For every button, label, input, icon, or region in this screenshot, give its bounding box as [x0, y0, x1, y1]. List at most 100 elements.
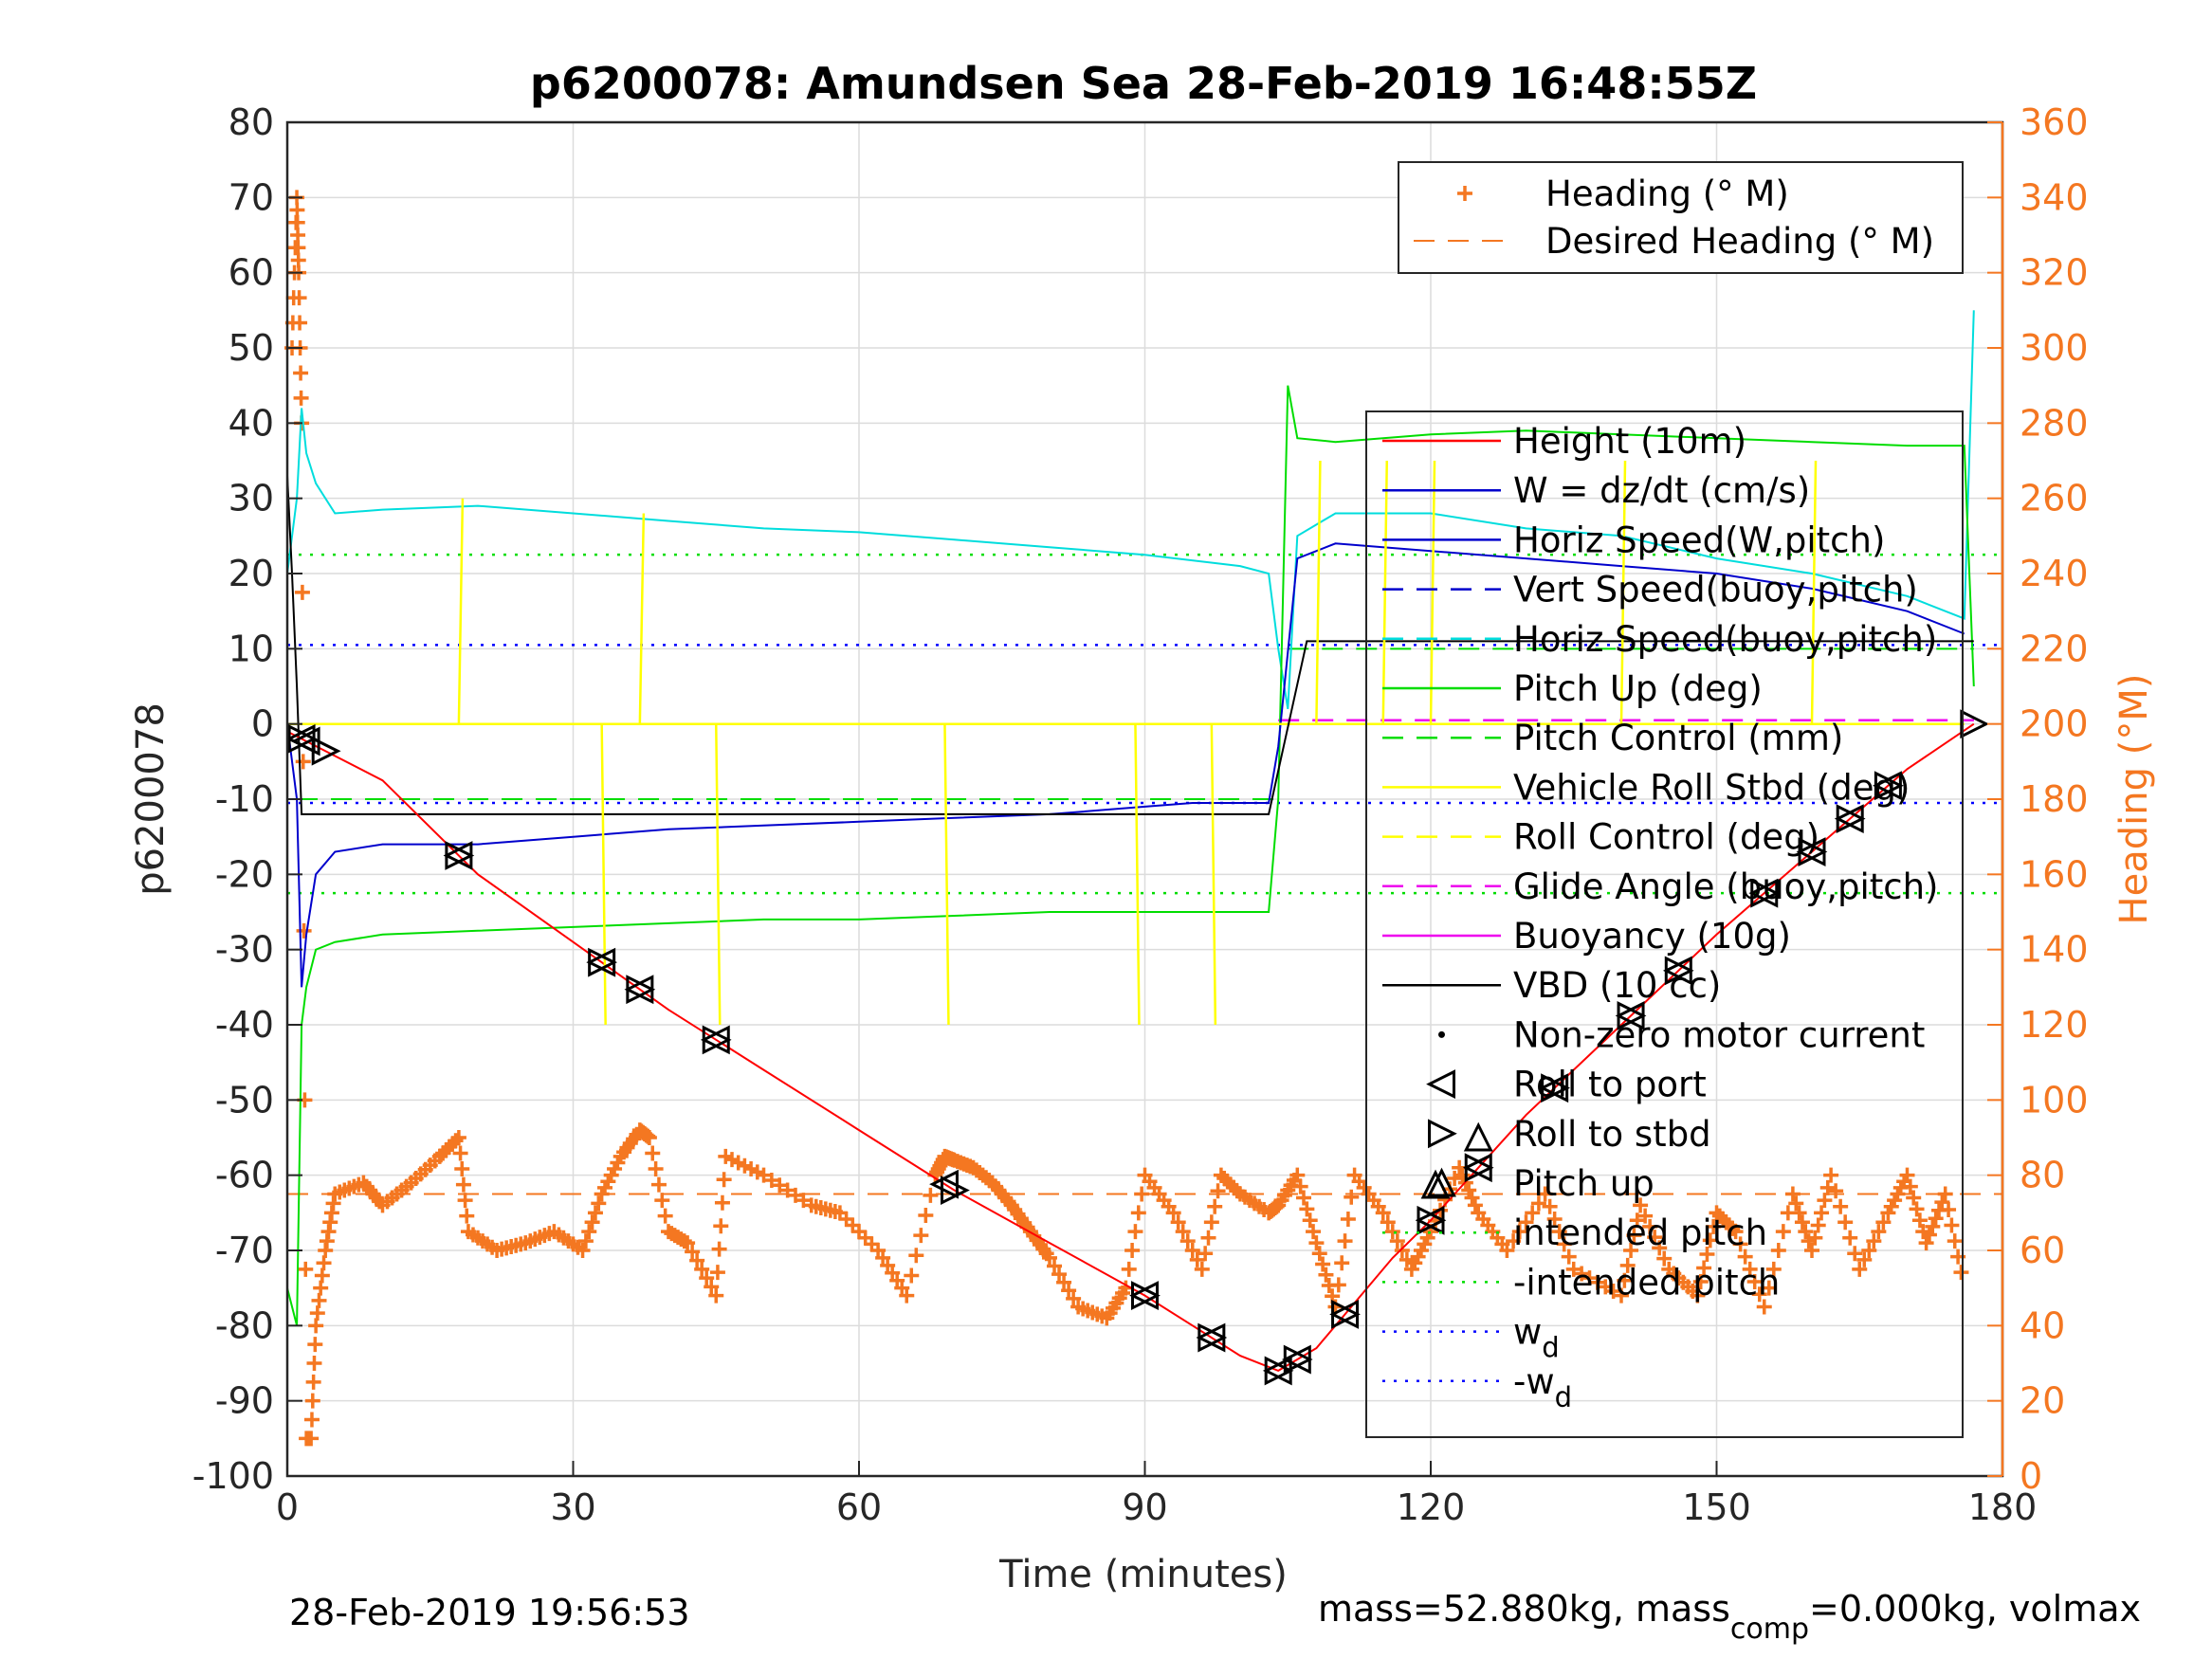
x-axis-label: Time (minutes)	[998, 1553, 1288, 1596]
legend-label-6: Pitch Control (mm)	[1513, 718, 1843, 758]
roll-spike-3	[715, 723, 722, 1026]
roll-to-stbd-marker-3	[588, 947, 618, 977]
roll-spike-10	[1619, 460, 1627, 724]
roll-to-stbd-marker-21	[1960, 709, 1990, 739]
heading-legend-label-1: Desired Heading (° M)	[1545, 221, 1934, 262]
legend-label-5: Pitch Up (deg)	[1513, 668, 1763, 709]
legend-label-2: Horiz Speed(W,pitch)	[1513, 520, 1885, 560]
roll-to-stbd-marker-17	[1750, 878, 1781, 908]
roll-spike-7	[1315, 460, 1322, 724]
horiz-speed-line	[286, 310, 1975, 709]
legend-label-18: wd	[1513, 1312, 1560, 1364]
y-tick-right-label-8: 200	[2020, 703, 2089, 745]
pitch-up-marker-1	[1463, 1121, 1493, 1152]
vbd-line	[286, 475, 1974, 815]
roll-spike-0	[457, 498, 465, 724]
roll-spike-11	[1810, 460, 1818, 724]
heading-legend-box	[1398, 161, 1964, 274]
x-tick-label-1: 30	[550, 1486, 595, 1528]
footer-timestamp: 28-Feb-2019 19:56:53	[289, 1592, 690, 1633]
y-tick-right-label-18: 0	[2020, 1455, 2042, 1497]
main-legend: Height (10m) W = dz/dt (cm/s) Horiz Speed(…	[1365, 410, 1964, 1438]
y-tick-label-11: -30	[215, 929, 274, 971]
y-tick-right-label-1: 340	[2020, 176, 2089, 218]
legend-label-9: Glide Angle (buoy,pitch)	[1513, 866, 1938, 907]
roll-to-stbd-marker-10	[1283, 1344, 1313, 1375]
markers-layer	[285, 709, 1990, 1386]
y-tick-label-14: -60	[215, 1155, 274, 1196]
footer-mass-2: =0.000kg, volmax	[1809, 1588, 2141, 1630]
y-tick-label-0: 80	[229, 101, 274, 143]
y-tick-right-label-4: 280	[2020, 402, 2089, 444]
y-tick-right-label-2: 320	[2020, 252, 2089, 294]
y-tick-right-label-16: 40	[2020, 1304, 2065, 1346]
legend-symbol-14	[1428, 1119, 1457, 1149]
roll-spike-5	[1134, 723, 1141, 1026]
roll-spike-2	[600, 723, 607, 1026]
y-tick-right-label-3: 300	[2020, 327, 2089, 369]
roll-to-stbd-marker-1	[311, 736, 341, 766]
legend-label-4: Horiz Speed(buoy,pitch)	[1513, 619, 1937, 660]
heading-legend: Heading (° M) Desired Heading (° M)	[1398, 161, 1964, 274]
roll-spike-8	[1381, 460, 1389, 724]
y-tick-label-8: 0	[251, 703, 274, 745]
y-tick-label-4: 40	[229, 402, 274, 444]
roll-to-stbd-marker-2	[445, 841, 475, 870]
legend-label-0: Height (10m)	[1513, 421, 1746, 462]
roll-to-stbd-marker-8	[1197, 1322, 1228, 1353]
x-tick-label-3: 90	[1122, 1486, 1167, 1528]
w-line	[286, 542, 1965, 988]
roll-to-stbd-marker-11	[1331, 1300, 1361, 1329]
roll-to-stbd-marker-13	[1464, 1153, 1494, 1183]
roll-spike-1	[638, 513, 646, 724]
y-tick-right-label-10: 160	[2020, 853, 2089, 895]
y-tick-label-15: -70	[215, 1230, 274, 1271]
legend-label-13: Roll to port	[1513, 1065, 1707, 1105]
y-tick-label-10: -20	[215, 853, 274, 895]
legend-subscript-19: d	[1555, 1381, 1572, 1413]
legend-label-11: VBD (10 cc)	[1513, 965, 1721, 1006]
y-tick-right-label-17: 20	[2020, 1380, 2065, 1422]
roll-spike-9	[1429, 460, 1436, 724]
y-tick-right-label-5: 260	[2020, 478, 2089, 520]
y-tick-right-label-14: 80	[2020, 1155, 2065, 1196]
legend-label-12: Non-zero motor current	[1513, 1014, 1925, 1055]
y-tick-label-12: -40	[215, 1004, 274, 1046]
legend-label-16: intended pitch	[1513, 1212, 1767, 1253]
x-tick-label-6: 180	[1968, 1486, 2038, 1528]
y-tick-right-label-12: 120	[2020, 1004, 2089, 1046]
x-tick-label-2: 60	[836, 1486, 882, 1528]
footer-mass: mass=52.880kg, masscomp=0.000kg, volmax	[1318, 1588, 2141, 1646]
reference-lines	[287, 553, 2002, 1195]
y-tick-label-1: 70	[229, 176, 274, 218]
x-tick-label-4: 120	[1397, 1486, 1466, 1528]
roll-to-stbd-marker-16	[1664, 956, 1694, 986]
roll-spike-4	[943, 723, 950, 1026]
y-tick-label-2: 60	[229, 252, 274, 294]
y-axis-label-right: Heading (°M)	[2112, 674, 2156, 925]
legend-label-1: W = dz/dt (cm/s)	[1513, 470, 1810, 511]
y-tick-label-16: -80	[215, 1304, 274, 1346]
legend-label-10: Buoyancy (10g)	[1513, 916, 1791, 957]
footer-mass-sub: comp	[1730, 1613, 1809, 1646]
y-tick-right-label-7: 220	[2020, 628, 2089, 669]
roll-to-stbd-marker-14	[1541, 1073, 1571, 1103]
x-tick-label-0: 0	[276, 1486, 299, 1528]
legend-label-19: -wd	[1513, 1361, 1572, 1413]
y-tick-right-label-13: 100	[2020, 1079, 2089, 1121]
roll-to-stbd-marker-5	[702, 1025, 732, 1055]
y-tick-right-label-9: 180	[2020, 778, 2089, 820]
legend-symbol-13	[1426, 1069, 1455, 1100]
roll-to-stbd-marker-7	[1131, 1281, 1161, 1311]
roll-to-stbd-marker-0	[287, 723, 318, 754]
legend-label-8: Roll Control (deg)	[1513, 817, 1819, 858]
y-tick-label-7: 10	[229, 628, 274, 669]
y-tick-label-6: 20	[229, 553, 274, 594]
roll-to-stbd-marker-20	[1874, 771, 1904, 801]
pitch-up-marker-0	[1420, 1169, 1451, 1199]
legend-subscript-18: d	[1542, 1332, 1559, 1364]
legend-label-7: Vehicle Roll Stbd (deg)	[1513, 767, 1910, 808]
legend-symbol-15	[1427, 1167, 1456, 1197]
y-ticks-right: 3603403203002802602402202001801601401201…	[1987, 101, 2089, 1497]
y-ticks: 80 70 60 50 40 30 20 10 0 -10 -20 -30 -40 -50 -60 -70 -8…	[192, 101, 302, 1497]
